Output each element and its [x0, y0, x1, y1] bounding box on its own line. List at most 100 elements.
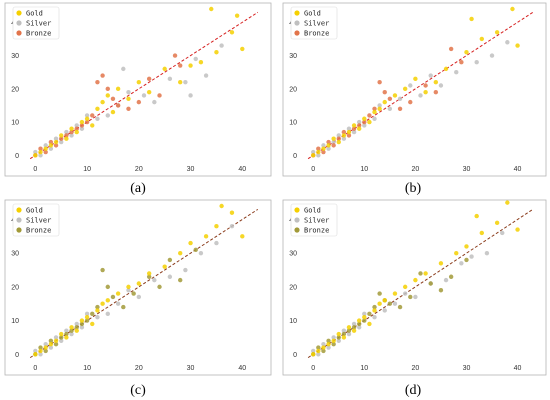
- data-point-bronze: [336, 136, 341, 141]
- data-point-silver: [183, 267, 188, 273]
- data-point-gold: [198, 60, 204, 65]
- data-point-gold: [126, 96, 131, 102]
- data-point-bronze: [193, 247, 198, 253]
- data-point-gold: [336, 331, 341, 337]
- data-point-silver: [183, 79, 188, 85]
- x-tick-label: 40: [238, 365, 246, 372]
- data-point-gold: [209, 6, 214, 12]
- data-point-silver: [408, 83, 413, 88]
- x-tick-label: 20: [135, 365, 143, 372]
- data-point-silver: [454, 69, 459, 75]
- data-point-gold: [331, 136, 336, 141]
- data-point-bronze: [105, 86, 110, 92]
- data-point-silver: [64, 328, 69, 333]
- y-tick-label: 10: [11, 318, 19, 325]
- data-point-gold: [84, 116, 90, 121]
- data-point-gold: [188, 240, 193, 246]
- data-point-silver: [331, 335, 336, 340]
- data-point-gold: [79, 318, 85, 323]
- data-point-bronze: [351, 126, 357, 131]
- data-point-silver: [48, 146, 54, 151]
- data-point-silver: [316, 352, 321, 357]
- data-point-silver: [136, 294, 142, 300]
- panel-4: 010203040010203040GoldSilverBronze: [282, 199, 547, 376]
- x-tick-label: 0: [311, 166, 315, 173]
- legend-label-gold: Gold: [304, 10, 321, 18]
- data-point-gold: [84, 314, 90, 320]
- data-point-bronze: [95, 79, 100, 85]
- data-point-bronze: [341, 331, 347, 337]
- data-point-silver: [372, 116, 377, 121]
- data-point-silver: [402, 291, 408, 296]
- data-point-gold: [423, 89, 428, 95]
- data-point-gold: [505, 200, 510, 205]
- data-point-silver: [188, 93, 193, 98]
- data-point-silver: [121, 66, 126, 72]
- y-tick-label: 30: [289, 53, 297, 60]
- data-point-gold: [136, 79, 142, 85]
- data-point-bronze: [79, 321, 85, 327]
- data-point-gold: [311, 352, 316, 357]
- data-point-bronze: [167, 257, 173, 263]
- data-point-silver: [336, 338, 341, 343]
- data-point-silver: [377, 103, 382, 108]
- data-point-bronze: [423, 83, 428, 88]
- data-point-silver: [351, 321, 357, 327]
- data-point-silver: [74, 321, 79, 327]
- y-tick-label: 0: [15, 352, 19, 359]
- data-point-bronze: [362, 119, 367, 125]
- data-point-bronze: [397, 106, 403, 111]
- data-point-silver: [341, 136, 347, 141]
- data-point-gold: [234, 13, 240, 18]
- data-point-silver: [326, 146, 331, 151]
- data-point-silver: [346, 331, 352, 337]
- data-point-gold: [146, 89, 152, 95]
- data-point-gold: [433, 79, 439, 85]
- data-point-gold: [115, 291, 121, 296]
- data-point-bronze: [367, 113, 372, 118]
- data-point-silver: [193, 56, 198, 62]
- legend-label-bronze: Bronze: [26, 227, 51, 235]
- legend-label-silver: Silver: [26, 20, 51, 28]
- panel-caption: (d): [405, 383, 422, 398]
- data-point-silver: [428, 73, 433, 78]
- data-point-gold: [402, 86, 408, 92]
- data-point-bronze: [74, 325, 79, 330]
- y-tick-label: 0: [293, 153, 297, 160]
- data-point-gold: [316, 348, 321, 354]
- data-point-silver: [326, 345, 331, 350]
- data-point-gold: [367, 321, 372, 327]
- x-tick-label: 30: [463, 365, 471, 372]
- data-point-bronze: [53, 143, 59, 148]
- data-point-gold: [59, 331, 64, 337]
- data-point-gold: [219, 203, 224, 209]
- data-point-bronze: [53, 341, 59, 347]
- data-point-gold: [38, 348, 43, 354]
- data-point-bronze: [43, 149, 48, 155]
- data-point-silver: [382, 308, 387, 313]
- data-point-silver: [84, 113, 90, 118]
- x-tick-label: 40: [238, 166, 246, 173]
- data-point-bronze: [382, 89, 387, 95]
- data-point-gold: [214, 50, 219, 55]
- y-tick-label: 0: [293, 352, 297, 359]
- data-point-bronze: [459, 60, 464, 65]
- data-point-silver: [418, 93, 423, 98]
- data-point-gold: [377, 106, 382, 111]
- panel-caption: (a): [130, 181, 146, 196]
- data-point-bronze: [79, 123, 85, 128]
- data-point-gold: [464, 244, 469, 249]
- data-point-silver: [311, 149, 316, 155]
- data-point-silver: [387, 106, 393, 111]
- x-tick-label: 30: [187, 365, 195, 372]
- data-point-gold: [90, 321, 95, 327]
- data-point-gold: [126, 284, 131, 290]
- data-point-silver: [33, 348, 38, 354]
- data-point-silver: [336, 133, 341, 138]
- data-point-gold: [74, 129, 79, 135]
- data-point-bronze: [326, 139, 331, 145]
- legend-marker-gold: [294, 10, 300, 16]
- data-point-bronze: [377, 291, 382, 296]
- data-point-bronze: [48, 139, 54, 145]
- data-point-bronze: [321, 348, 326, 354]
